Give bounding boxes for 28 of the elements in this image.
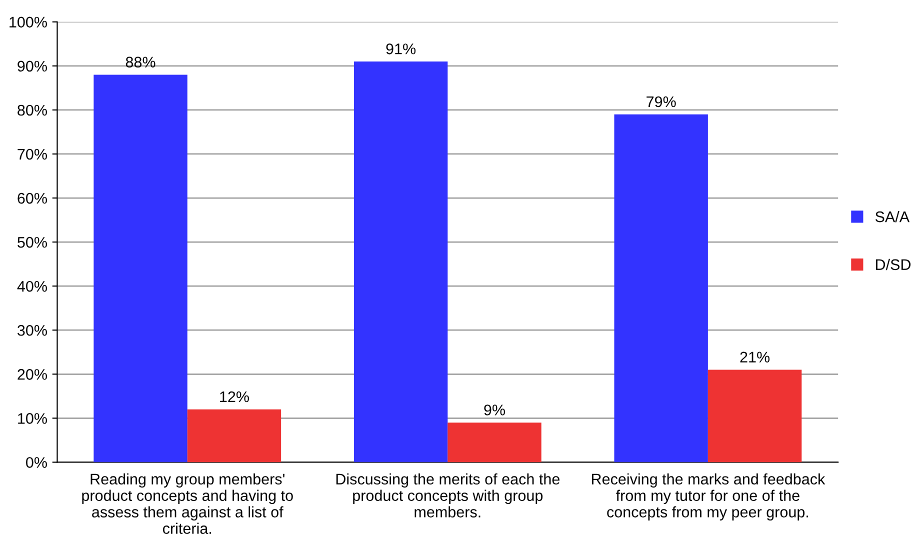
y-tick-label: 80% [18,104,47,116]
bar [354,62,448,462]
y-tick-label: 40% [17,280,47,292]
data-label: 21% [740,352,770,362]
data-label: 88% [126,56,156,68]
y-tick-label: 10% [18,413,47,424]
data-label: 91% [386,44,416,54]
bar [94,74,188,462]
x-tick-label: Discussing the merits of each the product concepts with group members. [336,473,560,518]
bar [187,409,282,462]
bar [448,422,542,462]
y-tick-label: 70% [18,148,47,160]
y-tick-label: 60% [18,192,47,204]
y-tick-label: 20% [18,369,47,380]
y-tick-label: 30% [18,324,47,336]
x-tick-label: Receiving the marks and feedback from my tutor for one of the concepts from my peer group. [592,473,826,520]
bar [708,370,802,462]
data-label: 12% [220,391,249,402]
data-label: 9% [484,404,506,416]
bar [614,114,708,462]
y-tick-label: 0% [26,457,47,468]
legend-label: SA/A [875,211,910,222]
legend-label: D/SD [876,258,911,270]
data-label: 79% [646,96,676,108]
x-tick-label: Reading my group members' product concepts and having to assess them against a list of criteria. [82,473,293,534]
y-tick-label: 90% [18,60,47,72]
y-tick-label: 50% [18,236,47,248]
y-tick-label: 100% [10,16,47,28]
